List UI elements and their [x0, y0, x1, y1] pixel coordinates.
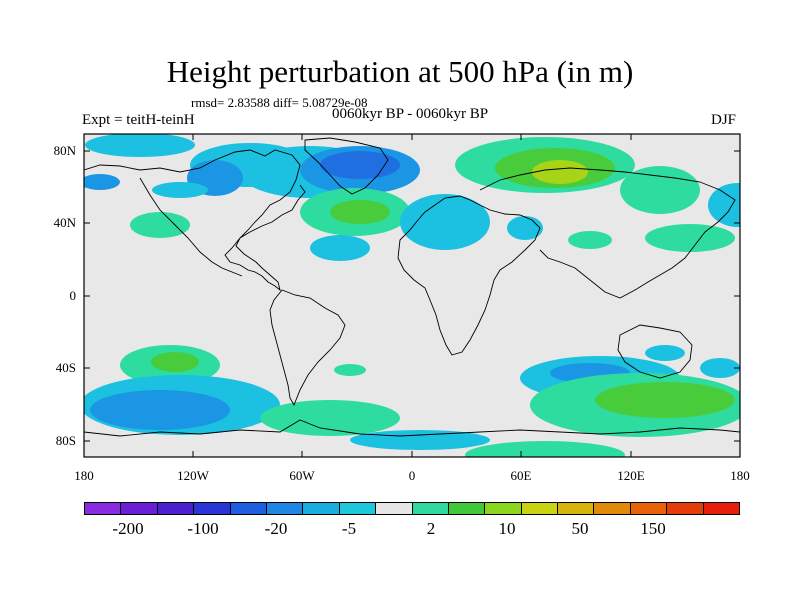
lon-labels: 180 120W 60W 0 60E 120E 180	[74, 468, 750, 483]
lon-label: 60E	[511, 468, 532, 483]
colorbar-label: 2	[426, 519, 436, 538]
colorbar-cell	[303, 503, 340, 514]
north-america-coast	[84, 149, 306, 292]
period-text: 0060kyr BP - 0060kyr BP	[331, 106, 489, 122]
colorbar-cell	[630, 503, 668, 514]
colorbar-cell	[485, 503, 522, 514]
south-america-coast	[269, 289, 346, 407]
australia-coast	[617, 324, 693, 379]
experiment-label: Expt = teitH-teinH	[82, 112, 195, 128]
colorbar-cell	[157, 503, 195, 514]
colorbar-cell	[412, 503, 449, 514]
colorbar-label: -5	[341, 519, 357, 538]
lat-label: 80N	[54, 143, 77, 158]
anomaly-field	[84, 134, 740, 457]
colorbar-label: -100	[187, 519, 219, 538]
colorbar-cell	[448, 503, 486, 514]
season-label: DJF	[711, 112, 737, 128]
asia-coast	[479, 167, 736, 299]
colorbar-cell	[703, 503, 740, 514]
colorbar-cell	[194, 503, 231, 514]
colorbar-cell	[85, 503, 122, 514]
colorbar-cell	[121, 503, 158, 514]
lon-label: 120W	[177, 468, 210, 483]
europe-africa-coast	[397, 195, 541, 356]
colorbar-cell	[667, 503, 704, 514]
coastlines	[84, 137, 740, 437]
lon-label: 180	[730, 468, 750, 483]
lat-label: 40S	[56, 360, 76, 375]
lat-label: 40N	[54, 215, 77, 230]
colorbar-cell	[558, 503, 595, 514]
south-anomalies	[84, 345, 740, 457]
lon-label: 180	[74, 468, 94, 483]
colorbar-label: -20	[264, 519, 288, 538]
colorbar-cell	[521, 503, 559, 514]
lat-labels: 80N 40N 0 40S 80S	[54, 143, 77, 448]
colorbar-cell	[376, 503, 413, 514]
greenland-coast	[304, 137, 389, 195]
west-na-coast	[139, 177, 243, 277]
colorbar-label: -200	[112, 519, 144, 538]
lon-ticks	[192, 134, 632, 457]
lon-label: 120E	[617, 468, 645, 483]
colorbar	[84, 502, 740, 515]
chart-title: Height perturbation at 500 hPa (in m)	[166, 54, 634, 89]
lon-label: 0	[409, 468, 416, 483]
colorbar-cell	[339, 503, 377, 514]
colorbar-cell	[266, 503, 304, 514]
north-anomalies	[84, 134, 740, 261]
colorbar-label: 150	[640, 519, 666, 538]
colorbar-cell	[594, 503, 631, 514]
lat-ticks	[84, 150, 740, 442]
colorbar-label: 10	[498, 519, 516, 538]
stats-text: rmsd= 2.83588 diff= 5.08729e-08	[191, 95, 368, 110]
antarctica-coast	[84, 419, 740, 437]
colorbar-label: 50	[571, 519, 589, 538]
lon-label: 60W	[289, 468, 315, 483]
lat-label: 0	[70, 288, 77, 303]
colorbar-cell	[230, 503, 267, 514]
lat-label: 80S	[56, 433, 76, 448]
